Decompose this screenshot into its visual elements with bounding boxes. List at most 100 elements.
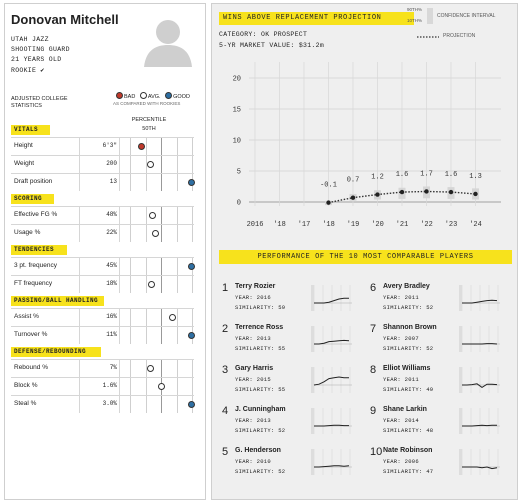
percentile-gridline [161, 258, 162, 275]
row-divider [79, 156, 80, 173]
x-tick-label: '22 [420, 221, 433, 229]
comparable-name: G. Henderson [235, 447, 281, 454]
comparable-name: Avery Bradley [383, 283, 430, 290]
comparable-name: Shannon Brown [383, 324, 437, 331]
percentile-gridline [145, 225, 147, 242]
percentile-track [130, 156, 193, 173]
data-label: 1.2 [371, 174, 384, 182]
percentile-gridline [130, 309, 131, 326]
sparkline-line [314, 424, 349, 427]
x-tick-label: '24 [469, 221, 482, 229]
market-amount: $31.2m [298, 42, 325, 49]
comparable-player: 5 G. Henderson YEAR: 2010 SIMILARITY: 52 [222, 446, 362, 487]
player-team: UTAH JAZZ [11, 36, 49, 43]
percentile-gridline [176, 156, 178, 173]
projection-point [399, 189, 405, 195]
y-tick-label: 20 [233, 76, 241, 84]
sparkline-line [314, 297, 349, 304]
percentile-marker [187, 179, 195, 186]
comparable-year: YEAR: 2015 [235, 376, 272, 383]
comparable-similarity: SIMILARITY: 52 [383, 345, 434, 352]
x-tick-label: '20 [371, 221, 384, 229]
percentile-gridline [145, 174, 147, 191]
percentile-gridline [192, 378, 193, 395]
percentile-gridline [192, 276, 193, 293]
data-label: -0.1 [320, 182, 337, 190]
sparkline-band [459, 449, 462, 475]
comparable-rank: 6 [370, 282, 377, 294]
stat-row: Weight 200 [11, 155, 194, 173]
row-divider [79, 174, 80, 191]
sparkline-band [459, 408, 462, 434]
stat-row: Steal % 3.0% [11, 395, 195, 413]
sparkline-line [462, 299, 498, 304]
percentile-marker [187, 332, 195, 339]
percentile-track [130, 309, 193, 326]
sparkline-line [462, 466, 498, 470]
x-tick-label: '21 [396, 221, 409, 229]
percentile-gridline [130, 258, 131, 275]
comparable-player: 2 Terrence Ross YEAR: 2013 SIMILARITY: 55 [222, 323, 362, 364]
section-header: VITALS [11, 125, 50, 135]
sparkline-band [311, 449, 314, 475]
percentile-gridline [161, 360, 162, 377]
comparable-year: YEAR: 2010 [235, 458, 272, 465]
percentile-marker [169, 314, 177, 321]
sparkline-line [313, 376, 349, 386]
stat-label: Height [14, 142, 33, 149]
percentile-gridline [145, 207, 147, 224]
row-divider [79, 207, 80, 224]
comparable-year: YEAR: 2007 [383, 335, 420, 342]
adjusted-label-2: STATISTICS [11, 103, 42, 109]
section-header: DEFENSE/REBOUNDING [11, 347, 102, 357]
comparable-name: Terry Rozier [235, 283, 276, 290]
sparkline-line [314, 339, 350, 345]
percentile-gridline [130, 156, 131, 173]
comparable-similarity: SIMILARITY: 59 [235, 304, 286, 311]
legend-good: GOOD [173, 94, 190, 100]
comparable-rank: 8 [370, 364, 377, 376]
stat-row: FT frequency 18% [11, 275, 194, 293]
stat-value: 48% [106, 211, 117, 218]
stat-label: Turnover % [14, 331, 48, 338]
comparable-year: YEAR: 2014 [383, 417, 420, 424]
comparable-rank: 1 [222, 282, 229, 294]
stat-label: 3 pt. frequency [14, 262, 57, 269]
data-label: 1.7 [420, 170, 433, 178]
percentile-marker [138, 143, 146, 150]
percentile-gridline [145, 156, 147, 173]
avg-dot-icon [139, 92, 147, 99]
percentile-gridline [130, 360, 131, 377]
comparable-name: J. Cunningham [235, 406, 286, 413]
percentile-gridline [145, 378, 147, 395]
comparable-similarity: SIMILARITY: 55 [235, 345, 286, 352]
percentile-gridline [176, 327, 178, 344]
row-divider [79, 309, 80, 326]
percentile-gridline [145, 309, 147, 326]
percentile-gridline [130, 327, 131, 344]
x-tick-label: 2016 [247, 221, 264, 229]
percentile-marker [187, 263, 195, 270]
comparable-similarity: SIMILARITY: 52 [235, 427, 286, 434]
percentile-gridline [161, 138, 162, 155]
sparkline-band [459, 326, 462, 352]
row-divider [79, 396, 80, 413]
data-label: 0.7 [347, 177, 360, 185]
comparable-year: YEAR: 2016 [235, 294, 272, 301]
sparkline-band [311, 367, 314, 393]
comparable-player: 7 Shannon Brown YEAR: 2007 SIMILARITY: 52 [370, 323, 510, 364]
comparable-name: Gary Harris [235, 365, 274, 372]
x-tick-label: '18 [273, 221, 286, 229]
stat-label: Steal % [14, 400, 37, 407]
comparable-player: 1 Terry Rozier YEAR: 2016 SIMILARITY: 59 [222, 282, 362, 323]
row-divider [79, 360, 80, 377]
percentile-track [130, 138, 193, 155]
percentile-gridline [145, 360, 147, 377]
comparable-player: 10 Nate Robinson YEAR: 2006 SIMILARITY: 47 [370, 446, 510, 487]
comparable-year: YEAR: 2011 [383, 376, 420, 383]
comparable-name: Elliot Williams [383, 365, 431, 372]
percentile-track [130, 360, 193, 377]
legend-avg: AVG. [147, 94, 161, 100]
stat-row: Turnover % 11% [11, 326, 195, 344]
percentile-marker [151, 230, 159, 237]
